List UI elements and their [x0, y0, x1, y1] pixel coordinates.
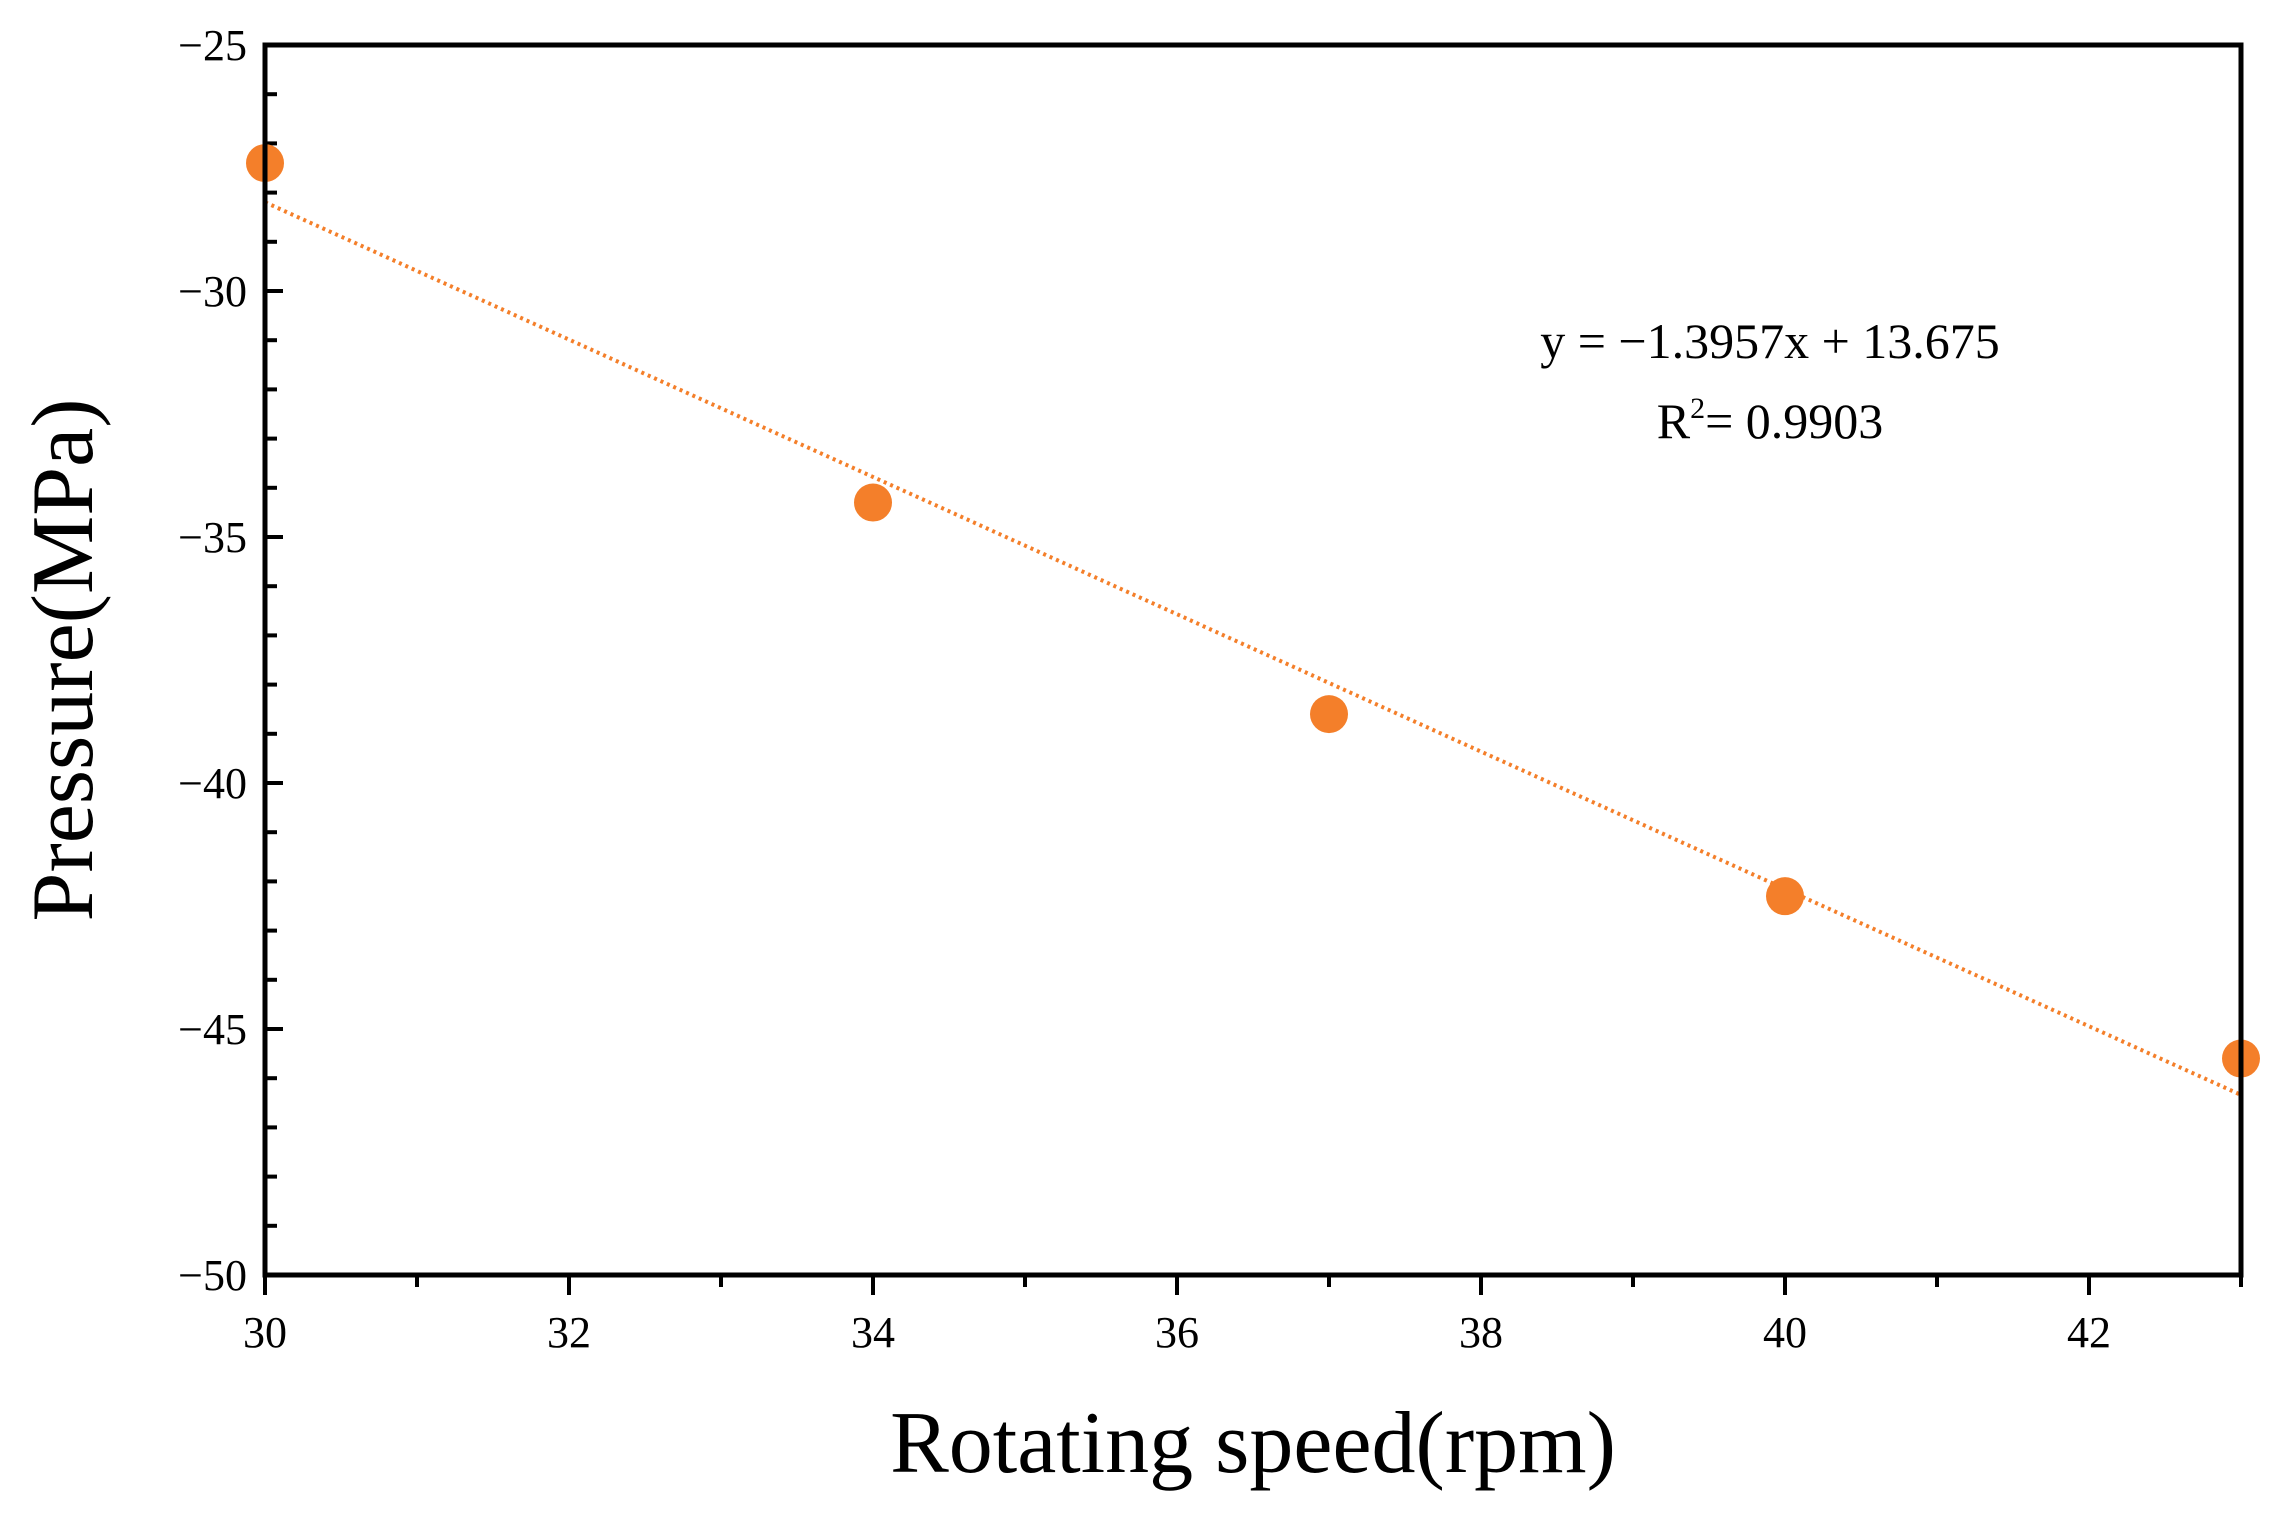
x-tick-label: 40	[1763, 1308, 1807, 1357]
x-tick-label: 36	[1155, 1308, 1199, 1357]
y-axis-title: Pressure(MPa)	[15, 398, 112, 921]
r-squared-superscript: 2	[1690, 392, 1705, 425]
y-tick-labels: −25 −30 −35 −40 −45 −50	[178, 21, 247, 1300]
data-point	[854, 483, 892, 522]
trendline-layer	[264, 200, 2242, 1097]
r-squared-value: = 0.9903	[1705, 393, 1883, 449]
y-tick-label: −30	[178, 267, 247, 316]
x-tick-labels: 30 32 34 36 38 40 42	[243, 1308, 2111, 1357]
data-point	[1310, 695, 1348, 734]
x-tick-label: 32	[547, 1308, 591, 1357]
trendline-equation: y = −1.3957x + 13.675	[1540, 313, 2000, 369]
x-tick-label: 34	[851, 1308, 895, 1357]
r-squared-label: R2= 0.9903	[1657, 392, 1884, 449]
x-axis-title: Rotating speed(rpm)	[890, 1395, 1616, 1492]
y-tick-label: −35	[178, 513, 247, 562]
y-tick-label: −45	[178, 1005, 247, 1054]
x-tick-label: 38	[1459, 1308, 1503, 1357]
r-squared-prefix: R	[1657, 393, 1691, 449]
data-point	[1766, 877, 1804, 916]
plot-frame	[262, 42, 2244, 1278]
y-tick-label: −40	[178, 759, 247, 808]
y-tick-label: −50	[178, 1251, 247, 1300]
y-tick-label: −25	[178, 21, 247, 70]
points-layer	[246, 144, 2260, 1078]
x-tick-label: 42	[2067, 1308, 2111, 1357]
trendline	[264, 200, 2242, 1097]
x-tick-label: 30	[243, 1308, 287, 1357]
